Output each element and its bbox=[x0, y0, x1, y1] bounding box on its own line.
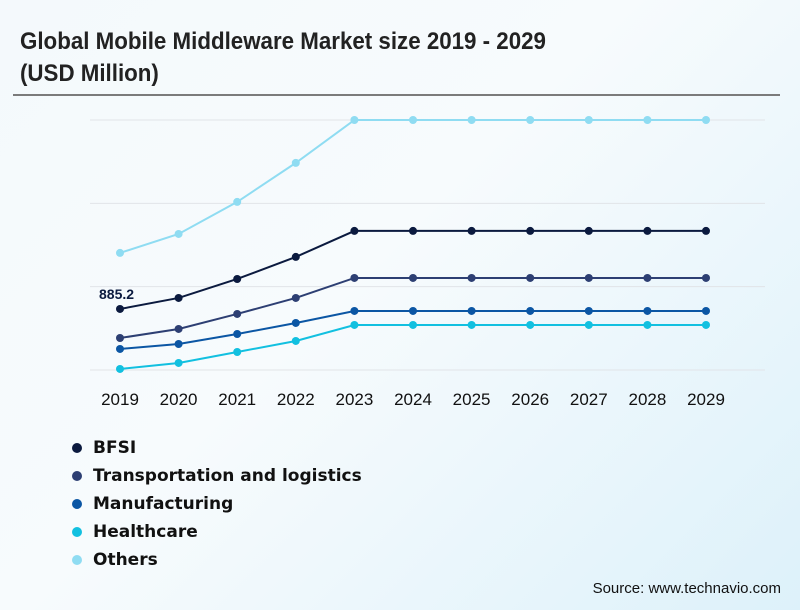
series-transportation-and-logistics bbox=[116, 273, 710, 343]
legend-marker-icon bbox=[72, 471, 82, 481]
data-point bbox=[409, 116, 417, 124]
legend-label: Manufacturing bbox=[93, 494, 234, 514]
data-point bbox=[233, 197, 242, 206]
x-tick-label: 2019 bbox=[101, 390, 139, 409]
legend-label: Others bbox=[93, 550, 158, 570]
legend: BFSI Transportation and logistics Manufact… bbox=[72, 434, 362, 574]
data-point bbox=[467, 226, 476, 235]
data-point bbox=[350, 226, 359, 235]
legend-marker-icon bbox=[72, 443, 82, 453]
data-point bbox=[643, 226, 652, 235]
data-point bbox=[702, 273, 710, 282]
data-point bbox=[291, 293, 300, 302]
data-point bbox=[174, 293, 183, 302]
data-point bbox=[584, 320, 593, 329]
data-point bbox=[526, 116, 535, 124]
data-point bbox=[467, 273, 476, 282]
series-healthcare bbox=[116, 320, 710, 373]
data-point bbox=[174, 229, 183, 238]
legend-item: BFSI bbox=[72, 434, 362, 462]
data-point bbox=[116, 304, 124, 313]
data-point bbox=[526, 306, 535, 315]
data-point bbox=[643, 320, 652, 329]
data-point bbox=[584, 226, 593, 235]
data-point bbox=[584, 273, 593, 282]
data-point bbox=[291, 336, 300, 345]
series-line bbox=[119, 309, 706, 350]
data-point bbox=[291, 252, 300, 261]
data-point bbox=[526, 320, 535, 329]
data-point bbox=[584, 116, 593, 124]
line-chart: 2019 2020 2021 2022 2023 2024 2025 2026 2027 2028… bbox=[90, 116, 765, 409]
legend-label: Healthcare bbox=[93, 522, 198, 542]
data-label: 885.2 bbox=[99, 286, 134, 302]
legend-marker-icon bbox=[72, 527, 82, 537]
data-point bbox=[116, 334, 124, 343]
gridlines bbox=[90, 119, 765, 371]
x-tick-label: 2022 bbox=[277, 390, 315, 409]
x-axis-ticks: 2019 2020 2021 2022 2023 2024 2025 2026 2027 2028… bbox=[101, 390, 725, 409]
data-point bbox=[116, 364, 124, 373]
title-divider bbox=[13, 94, 780, 96]
series-line bbox=[119, 323, 706, 370]
legend-label: Transportation and logistics bbox=[93, 466, 362, 486]
x-tick-label: 2021 bbox=[218, 390, 256, 409]
data-point bbox=[350, 116, 359, 124]
x-tick-label: 2028 bbox=[628, 390, 666, 409]
data-point bbox=[350, 273, 359, 282]
data-point bbox=[291, 318, 300, 327]
data-point bbox=[467, 306, 476, 315]
data-point bbox=[702, 306, 710, 315]
legend-item: Transportation and logistics bbox=[72, 462, 362, 490]
data-point bbox=[702, 116, 710, 124]
series-others bbox=[116, 116, 710, 257]
legend-label: BFSI bbox=[93, 438, 137, 458]
x-tick-label: 2029 bbox=[687, 390, 725, 409]
legend-item: Healthcare bbox=[72, 518, 362, 546]
data-point bbox=[174, 358, 183, 367]
x-tick-label: 2025 bbox=[453, 390, 491, 409]
data-point bbox=[702, 226, 710, 235]
series-bfsi bbox=[116, 226, 710, 313]
legend-item: Others bbox=[72, 546, 362, 574]
source-text: Source: www.technavio.com bbox=[592, 580, 781, 597]
data-point bbox=[409, 273, 417, 282]
data-point bbox=[643, 273, 652, 282]
data-point bbox=[643, 306, 652, 315]
x-tick-label: 2024 bbox=[394, 390, 432, 409]
series-lines bbox=[116, 116, 710, 373]
legend-marker-icon bbox=[72, 555, 82, 565]
data-point bbox=[526, 273, 535, 282]
series-line bbox=[119, 229, 706, 310]
data-point bbox=[116, 344, 124, 353]
data-point bbox=[409, 226, 417, 235]
data-point bbox=[291, 158, 300, 167]
data-point bbox=[467, 116, 476, 124]
x-tick-label: 2027 bbox=[570, 390, 608, 409]
data-point bbox=[409, 320, 417, 329]
x-tick-label: 2023 bbox=[335, 390, 373, 409]
legend-item: Manufacturing bbox=[72, 490, 362, 518]
legend-marker-icon bbox=[72, 499, 82, 509]
data-point bbox=[526, 226, 535, 235]
x-tick-label: 2020 bbox=[160, 390, 198, 409]
data-point bbox=[233, 274, 242, 283]
data-point bbox=[233, 330, 242, 339]
annotations: 885.2 bbox=[99, 286, 134, 302]
data-point bbox=[409, 306, 417, 315]
data-point bbox=[116, 248, 124, 257]
data-point bbox=[643, 116, 652, 124]
data-point bbox=[350, 320, 359, 329]
data-point bbox=[702, 320, 710, 329]
data-point bbox=[233, 309, 242, 318]
x-tick-label: 2026 bbox=[511, 390, 549, 409]
chart-title: Global Mobile Middleware Market size 201… bbox=[20, 28, 546, 87]
data-point bbox=[174, 340, 183, 349]
data-point bbox=[174, 324, 183, 333]
data-point bbox=[233, 348, 242, 357]
data-point bbox=[350, 306, 359, 315]
data-point bbox=[584, 306, 593, 315]
series-manufacturing bbox=[116, 306, 710, 353]
data-point bbox=[467, 320, 476, 329]
